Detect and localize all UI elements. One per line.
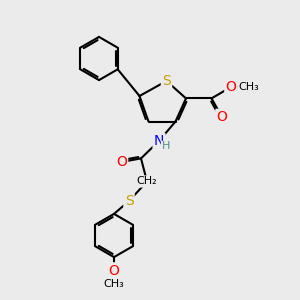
Text: CH₃: CH₃ [103,279,124,289]
Text: O: O [226,80,236,94]
Text: CH₂: CH₂ [137,176,157,187]
Text: S: S [124,194,134,208]
Text: O: O [109,264,119,278]
Text: O: O [116,155,127,169]
Text: N: N [154,134,164,148]
Text: H: H [161,141,170,152]
Text: O: O [217,110,227,124]
Text: CH₃: CH₃ [238,82,260,92]
Text: S: S [162,74,171,88]
